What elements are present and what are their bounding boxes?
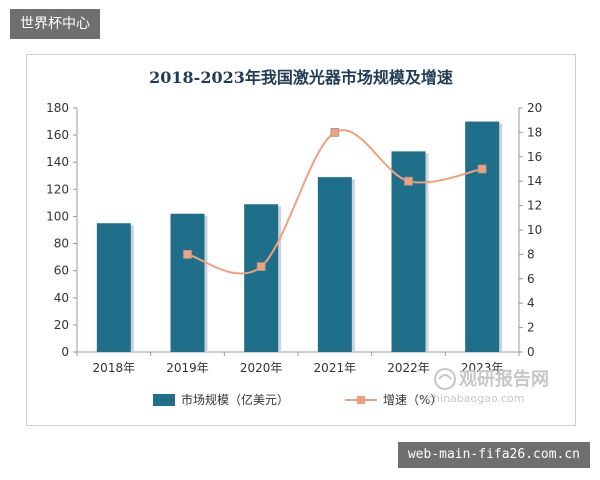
legend-swatch-point	[357, 396, 365, 404]
y-tick-label: 120	[46, 182, 69, 196]
x-tick-label: 2022年	[387, 361, 430, 375]
y2-tick-label: 14	[527, 174, 542, 188]
chart: 2018-2023年我国激光器市场规模及增速 02040608010012014…	[46, 68, 549, 407]
y-tick-label: 160	[46, 128, 69, 142]
watermark-name: 观研报告网	[459, 368, 549, 390]
y-tick-label: 40	[54, 291, 69, 305]
x-tick-label: 2019年	[166, 361, 209, 375]
x-tick-label: 2021年	[314, 361, 357, 375]
growth-point	[183, 249, 192, 259]
x-tick-label: 2020年	[240, 361, 283, 375]
growth-point	[256, 262, 266, 272]
bar	[96, 223, 131, 352]
bar	[317, 177, 352, 352]
legend: 市场规模（亿美元） 增速（%）	[153, 392, 442, 407]
watermark: 观研报告网 chinabaogao.com	[427, 368, 549, 405]
growth-point	[404, 176, 413, 186]
y2-tick-label: 12	[527, 199, 542, 213]
y-tick-label: 20	[54, 318, 69, 332]
y2-tick-label: 8	[527, 247, 535, 261]
x-tick-label: 2023年	[461, 361, 504, 375]
y2-tick-label: 10	[527, 223, 542, 237]
y2-tick-label: 2	[527, 321, 535, 335]
footer-url: web-main-fifa26.com.cn	[397, 442, 590, 468]
growth-point	[477, 164, 487, 174]
watermark-domain: chinabaogao.com	[427, 392, 525, 405]
y-tick-label: 60	[54, 264, 69, 278]
y-tick-label: 0	[61, 345, 69, 359]
y2-tick-label: 4	[527, 296, 535, 310]
bar	[244, 204, 279, 352]
y2-tick-label: 20	[527, 101, 542, 115]
growth-line	[183, 128, 487, 275]
y2-tick-label: 16	[527, 150, 542, 164]
y-tick-label: 100	[46, 209, 69, 223]
legend-swatch-bar	[153, 394, 175, 406]
y-tick-label: 80	[54, 237, 69, 251]
bar	[465, 121, 500, 352]
y-tick-label: 140	[46, 155, 69, 169]
bars	[96, 121, 503, 352]
growth-point	[330, 128, 340, 137]
bar	[170, 213, 205, 352]
y2-tick-label: 0	[527, 345, 535, 359]
header-badge: 世界杯中心	[10, 9, 100, 39]
legend-label-bar: 市场规模（亿美元）	[181, 392, 289, 407]
legend-label-line: 增速（%）	[383, 393, 442, 407]
x-tick-label: 2018年	[93, 361, 136, 375]
axes: 0 20 40 60 80 100 120 140 160 180 0 2 4 6 8 10 12 14 16 18 2…	[46, 101, 542, 375]
y2-tick-label: 18	[527, 125, 542, 139]
chart-title: 2018-2023年我国激光器市场规模及增速	[149, 68, 453, 87]
y2-tick-label: 6	[527, 272, 535, 286]
chart-card: 2018-2023年我国激光器市场规模及增速 0 20 40 60 80 100 120 14…	[26, 54, 576, 426]
watermark-logo-arc	[438, 374, 452, 380]
y-tick-label: 180	[46, 101, 69, 115]
watermark-logo-icon	[434, 368, 456, 390]
